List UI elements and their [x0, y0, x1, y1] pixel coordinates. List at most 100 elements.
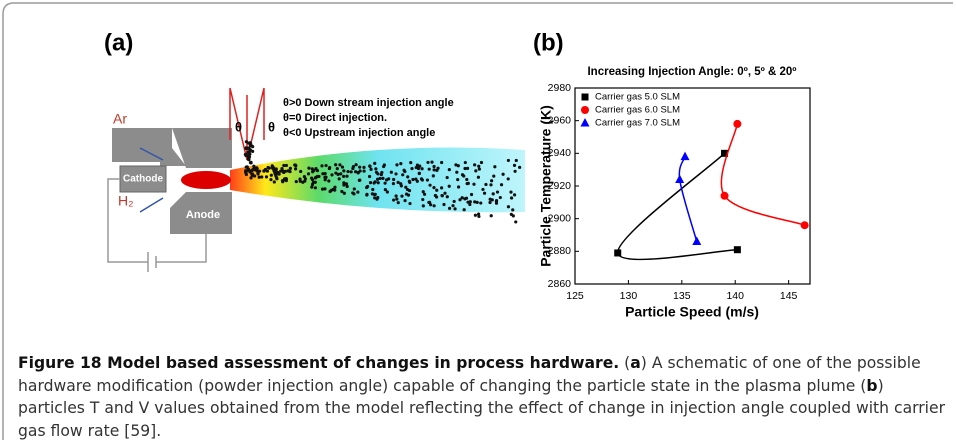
particle — [498, 195, 502, 200]
marker — [614, 249, 622, 257]
particle — [270, 166, 274, 170]
particle — [260, 175, 264, 179]
particle — [396, 201, 400, 205]
gas-arrow — [139, 147, 164, 161]
particle — [334, 171, 338, 175]
particle — [445, 195, 449, 199]
note: θ=0 Direct injection. — [283, 112, 387, 124]
particle — [408, 201, 412, 206]
particle — [410, 166, 414, 171]
particle — [354, 163, 358, 167]
particle — [495, 190, 500, 194]
particle — [323, 187, 327, 191]
particle — [362, 165, 366, 169]
particle — [245, 165, 249, 169]
particles — [243, 140, 522, 224]
particle — [493, 165, 497, 169]
particle — [456, 185, 461, 189]
x-tick-label: 135 — [673, 290, 691, 302]
particle — [368, 164, 372, 168]
particle — [420, 178, 424, 182]
particle — [376, 177, 380, 181]
particle — [280, 166, 284, 171]
particle — [492, 174, 496, 178]
particle — [479, 160, 484, 165]
particle — [376, 181, 380, 185]
particle — [323, 178, 327, 182]
x-axis-label: Particle Speed (m/s) — [625, 304, 759, 320]
particle — [432, 168, 436, 172]
legend-marker — [580, 118, 590, 127]
particle — [513, 169, 517, 173]
caption-text: ) particles T and V values obtained from… — [18, 376, 946, 440]
particle — [472, 182, 476, 186]
particle — [370, 192, 374, 196]
particle — [281, 169, 285, 173]
particle — [488, 197, 492, 201]
particle — [374, 167, 378, 171]
particle — [442, 202, 446, 207]
particle — [435, 188, 439, 192]
particle — [462, 174, 466, 178]
particle — [320, 187, 325, 191]
chart-title: Increasing Injection Angle: 0º, 5º & 20º — [587, 66, 796, 78]
particle — [476, 212, 481, 216]
y-tick-label: 2900 — [548, 212, 572, 224]
particle — [464, 196, 469, 200]
caption-title: Figure 18 Model based assessment of chan… — [18, 354, 620, 372]
particle — [512, 163, 517, 167]
y-tick-label: 2940 — [548, 147, 572, 159]
particle — [427, 200, 431, 205]
particle — [342, 183, 346, 187]
particle — [269, 178, 273, 182]
particle — [376, 172, 380, 176]
notes: θ>0 Down stream injection angle θ=0 Direc… — [283, 97, 454, 139]
particle — [462, 208, 466, 212]
particle — [367, 174, 372, 179]
particle — [490, 179, 494, 183]
particle — [425, 178, 430, 182]
particle — [288, 166, 292, 171]
particle — [489, 214, 493, 218]
particle — [458, 198, 462, 202]
particle — [249, 176, 253, 180]
particle — [306, 172, 311, 176]
particle — [447, 206, 452, 210]
anode-label: Anode — [186, 209, 220, 221]
particle — [310, 185, 314, 189]
y-tick-label: 2980 — [548, 82, 572, 94]
particle — [280, 179, 285, 183]
particle — [506, 177, 510, 181]
particle — [479, 201, 483, 205]
cathode-label: Cathode — [123, 174, 163, 185]
particle — [249, 160, 253, 165]
marker — [692, 236, 702, 246]
particle — [420, 167, 424, 171]
legend-marker — [581, 93, 589, 101]
marker — [675, 174, 685, 183]
particle — [427, 167, 431, 171]
particle — [499, 183, 504, 187]
particle — [352, 187, 356, 191]
particle — [509, 190, 513, 194]
note: θ>0 Down stream injection angle — [283, 97, 454, 109]
particle — [456, 177, 460, 182]
particle — [399, 162, 403, 166]
particle — [453, 207, 457, 211]
particle — [456, 164, 460, 168]
particle — [351, 166, 355, 171]
particle — [473, 200, 477, 204]
plot: 2860 2880 2900 2920 2940 2960 2980 125 130 135 140… — [548, 82, 809, 302]
particle — [323, 172, 327, 176]
particle — [432, 164, 436, 169]
particle — [431, 174, 435, 178]
particle — [447, 184, 451, 188]
particle — [465, 166, 470, 170]
theta: θ — [268, 119, 275, 134]
particle — [381, 176, 385, 181]
caption-text: b — [866, 376, 878, 395]
particle — [411, 177, 415, 182]
particle — [417, 171, 421, 176]
particle — [320, 164, 324, 168]
particle — [274, 169, 278, 173]
